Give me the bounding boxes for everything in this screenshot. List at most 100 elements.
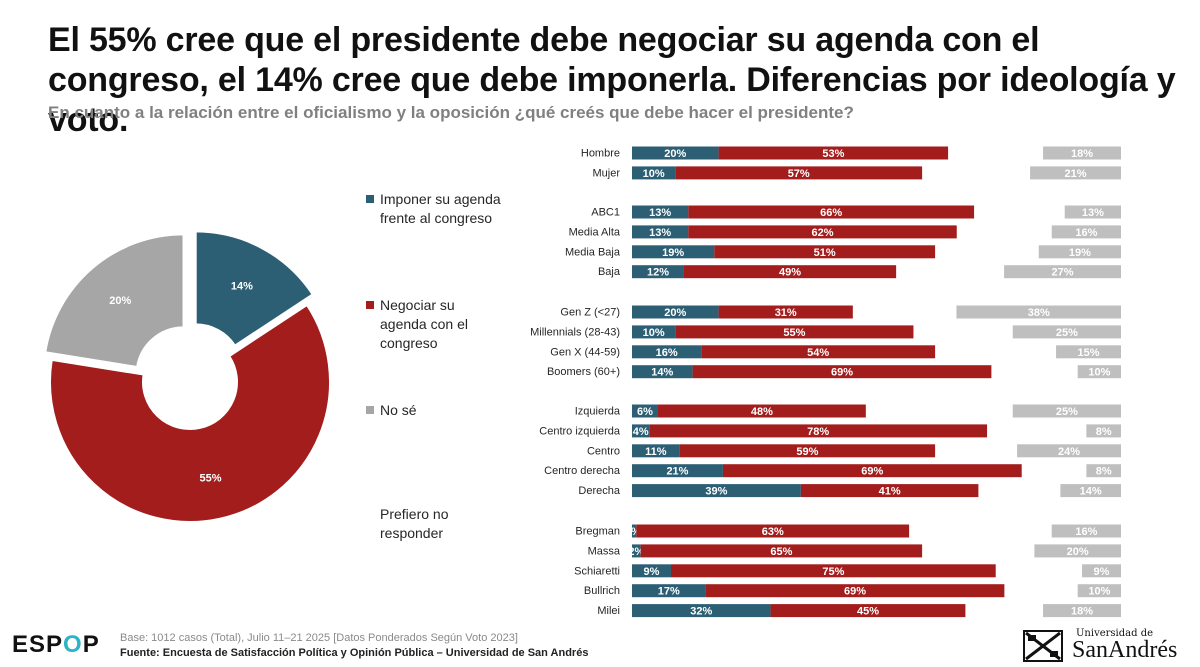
bar-label-negociar: 53% xyxy=(822,148,844,160)
category-label: Massa xyxy=(588,545,621,557)
legend-label-imponer: Imponer su agenda frente al congreso xyxy=(380,191,501,226)
bar-label-no-se: 8% xyxy=(1096,426,1112,438)
bar-label-no-se: 38% xyxy=(1028,307,1050,319)
bar-label-no-se: 10% xyxy=(1088,367,1110,379)
bar-no-se xyxy=(1012,404,1121,418)
bar-label-imponer: 2% xyxy=(628,546,644,558)
bar-negociar xyxy=(657,404,866,418)
bar-label-imponer: 21% xyxy=(666,466,688,478)
legend-label-negociar: Negociar su agenda con el congreso xyxy=(380,297,468,351)
donut-slice-1 xyxy=(49,303,331,523)
bar-label-no-se: 18% xyxy=(1071,148,1093,160)
bar-label-negociar: 78% xyxy=(807,426,829,438)
bar-imponer xyxy=(632,404,658,418)
bar-no-se xyxy=(1043,604,1121,618)
bar-no-se xyxy=(1077,365,1121,379)
category-label: Centro derecha xyxy=(544,465,621,477)
category-label: Izquierda xyxy=(575,406,621,418)
donut-label-1: 55% xyxy=(199,472,221,484)
bar-label-no-se: 20% xyxy=(1067,546,1089,558)
bar-imponer xyxy=(632,444,680,458)
bar-label-imponer: 13% xyxy=(649,227,671,239)
bar-no-se xyxy=(1043,146,1121,160)
bar-no-se xyxy=(1030,166,1121,180)
bar-imponer xyxy=(632,464,723,478)
bar-no-se xyxy=(1017,444,1121,458)
bar-label-no-se: 10% xyxy=(1088,586,1110,598)
bar-negociar xyxy=(692,365,992,379)
bar-imponer xyxy=(632,365,693,379)
bar-label-imponer: 39% xyxy=(705,486,727,498)
bar-label-no-se: 16% xyxy=(1075,227,1097,239)
bar-imponer xyxy=(632,424,650,438)
bar-label-imponer: 20% xyxy=(664,148,686,160)
bar-label-no-se: 15% xyxy=(1078,347,1100,359)
bar-no-se xyxy=(1056,345,1121,359)
category-label: ABC1 xyxy=(591,207,620,219)
bar-label-negociar: 65% xyxy=(770,546,792,558)
university-logo: Universidad de SanAndrés xyxy=(1020,628,1190,664)
footer-base-note: Base: 1012 casos (Total), Julio 11–21 20… xyxy=(120,632,518,644)
category-label: Bregman xyxy=(575,526,620,538)
bar-label-imponer: 4% xyxy=(633,426,649,438)
bar-negociar xyxy=(688,205,975,219)
bar-label-imponer: 20% xyxy=(664,307,686,319)
category-label: Schiaretti xyxy=(574,565,620,577)
bar-no-se xyxy=(1051,225,1121,239)
bar-label-no-se: 8% xyxy=(1096,466,1112,478)
bar-imponer xyxy=(632,604,771,618)
donut-slice-0 xyxy=(194,232,314,347)
bar-label-negociar: 69% xyxy=(831,367,853,379)
bar-negociar xyxy=(636,524,910,538)
bar-label-imponer: 13% xyxy=(649,207,671,219)
bar-label-no-se: 18% xyxy=(1071,606,1093,618)
bar-imponer xyxy=(632,484,801,498)
donut-label-0: 14% xyxy=(231,281,253,293)
bar-label-negociar: 31% xyxy=(775,307,797,319)
bar-negociar xyxy=(649,424,988,438)
bar-imponer xyxy=(632,265,684,279)
category-label: Gen X (44-59) xyxy=(550,346,620,358)
crest-icon xyxy=(1023,630,1063,662)
bar-no-se xyxy=(1051,524,1121,538)
bar-label-no-se: 9% xyxy=(1094,566,1110,578)
page-subtitle: En cuanto a la relación entre el oficial… xyxy=(48,103,854,122)
category-label: Boomers (60+) xyxy=(547,366,620,378)
bar-label-no-se: 21% xyxy=(1065,168,1087,180)
bar-negociar xyxy=(705,584,1005,598)
bar-negociar xyxy=(688,225,957,239)
legend-swatch-negociar xyxy=(366,301,374,309)
bar-imponer xyxy=(632,146,719,160)
bar-no-se xyxy=(956,305,1121,319)
university-name: SanAndrés xyxy=(1072,637,1178,663)
bar-label-imponer: 11% xyxy=(645,446,667,458)
category-label: Centro xyxy=(587,445,620,457)
footer-source: Fuente: Encuesta de Satisfacción Polític… xyxy=(120,647,589,659)
bar-label-negociar: 48% xyxy=(751,406,773,418)
bar-negociar xyxy=(722,464,1022,478)
bar-negociar xyxy=(800,484,979,498)
donut-slice-2 xyxy=(44,233,185,369)
bar-imponer xyxy=(632,166,676,180)
category-label: Baja xyxy=(598,266,621,278)
bar-negociar xyxy=(675,166,923,180)
legend-swatch-imponer xyxy=(366,195,374,203)
bar-label-negociar: 54% xyxy=(807,347,829,359)
bar-imponer xyxy=(632,225,689,239)
bar-negociar xyxy=(675,325,914,339)
bar-label-no-se: 16% xyxy=(1075,526,1097,538)
category-label: Centro izquierda xyxy=(539,425,621,437)
bar-negociar xyxy=(683,265,897,279)
category-label: Hombre xyxy=(581,148,620,160)
bar-label-no-se: 25% xyxy=(1056,406,1078,418)
legend-label-no-se: No sé xyxy=(380,402,417,418)
bar-label-negociar: 63% xyxy=(762,526,784,538)
bar-label-no-se: 24% xyxy=(1058,446,1080,458)
bar-label-negociar: 69% xyxy=(844,586,866,598)
bar-label-imponer: 10% xyxy=(643,327,665,339)
bar-imponer xyxy=(632,524,637,538)
bar-negociar xyxy=(701,345,936,359)
category-label: Media Alta xyxy=(569,226,621,238)
bar-no-se xyxy=(1060,484,1121,498)
bar-imponer xyxy=(632,584,706,598)
